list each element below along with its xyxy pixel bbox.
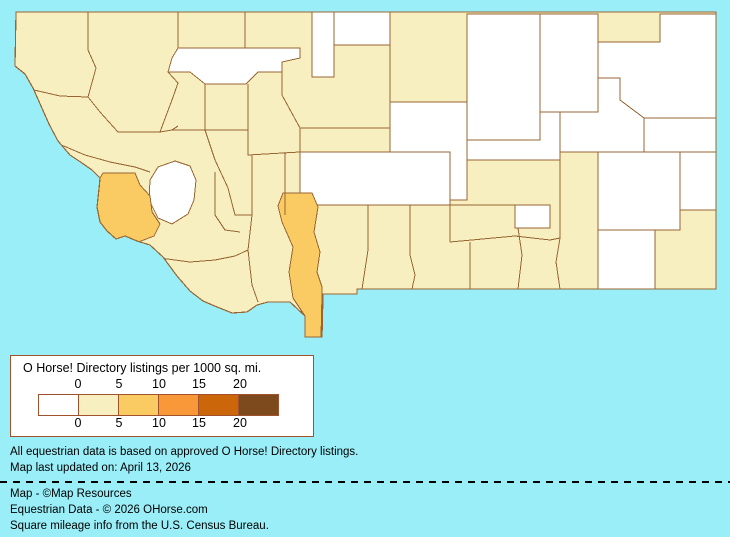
county-region (299, 151, 451, 206)
legend-tick: 0 (74, 416, 82, 430)
county-region (311, 12, 335, 78)
county-border-line (87, 96, 179, 133)
county-region (597, 229, 656, 290)
map-credit: Map - ©Map Resources (10, 488, 132, 500)
county-border-line (361, 205, 369, 290)
legend-tick: 5 (115, 377, 123, 391)
county-border-line (58, 143, 151, 173)
county-border-line (247, 214, 259, 303)
legend-tick: 20 (233, 416, 247, 430)
county-region (559, 77, 645, 153)
state-outline (14, 11, 717, 338)
county-border-line (555, 152, 561, 290)
county-border-line (159, 71, 179, 133)
legend-swatch (38, 394, 79, 416)
legend-tick: 10 (152, 416, 166, 430)
legend-box: O Horse! Directory listings per 1000 sq.… (10, 355, 314, 437)
county-border-line (247, 130, 301, 156)
legend-tick: 15 (192, 416, 206, 430)
legend-tick: 5 (115, 416, 123, 430)
legend-tick: 20 (233, 377, 247, 391)
legend-swatch (198, 394, 239, 416)
legend-tick: 15 (192, 377, 206, 391)
legend-tick: 0 (74, 377, 82, 391)
county-region (148, 160, 197, 225)
county-border-line (281, 72, 301, 129)
county-region (466, 13, 541, 141)
county-region (679, 151, 716, 211)
legend-tick: 10 (152, 377, 166, 391)
county-region (539, 13, 599, 113)
last-updated-note: Map last updated on: April 13, 2026 (10, 462, 191, 474)
county-border-line (33, 89, 89, 98)
legend-swatch (118, 394, 159, 416)
county-region (167, 47, 301, 85)
county-border-line (214, 214, 241, 233)
legend-swatch (78, 394, 119, 416)
county-border-line (409, 205, 416, 290)
county-region (277, 192, 323, 337)
county-region (514, 204, 551, 229)
county-border-line (204, 129, 252, 216)
county-border-line (449, 235, 561, 243)
county-region (597, 151, 681, 231)
legend-title: O Horse! Directory listings per 1000 sq.… (23, 361, 262, 375)
county-border-line (517, 227, 523, 290)
data-credit: Equestrian Data - © 2026 OHorse.com (10, 504, 208, 516)
county-region (333, 12, 391, 46)
legend-swatch (238, 394, 279, 416)
legend-color-scale (38, 394, 279, 416)
legend-swatch (158, 394, 199, 416)
county-region (643, 117, 716, 153)
county-border-line (87, 12, 97, 98)
dashed-separator (0, 481, 730, 483)
montana-county-map (14, 11, 717, 338)
census-credit: Square mileage info from the U.S. Census… (10, 520, 269, 532)
county-border-line (679, 152, 716, 211)
data-disclaimer: All equestrian data is based on approved… (10, 446, 359, 458)
